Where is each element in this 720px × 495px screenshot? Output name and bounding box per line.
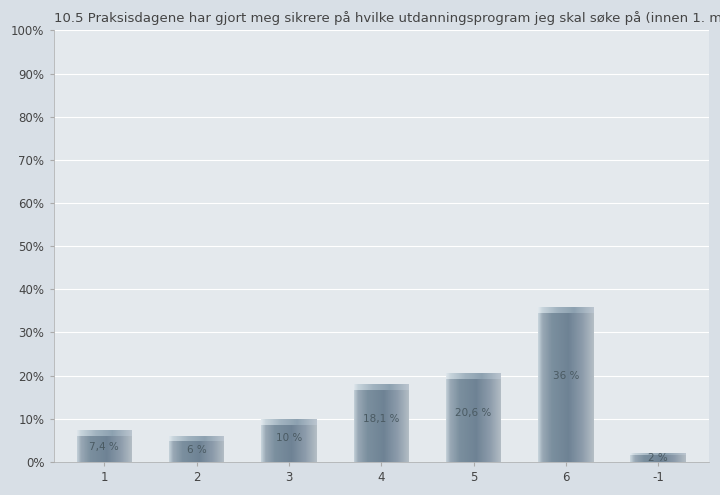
- Text: 10 %: 10 %: [276, 433, 302, 443]
- Text: 36 %: 36 %: [553, 371, 579, 382]
- Text: 7,4 %: 7,4 %: [89, 443, 119, 452]
- Text: 20,6 %: 20,6 %: [455, 408, 492, 418]
- Text: 10.5 Praksisdagene har gjort meg sikrere på hvilke utdanningsprogram jeg skal sø: 10.5 Praksisdagene har gjort meg sikrere…: [53, 11, 720, 25]
- Text: 6 %: 6 %: [186, 445, 207, 455]
- Text: 18,1 %: 18,1 %: [363, 414, 400, 424]
- Text: 2 %: 2 %: [648, 453, 668, 463]
